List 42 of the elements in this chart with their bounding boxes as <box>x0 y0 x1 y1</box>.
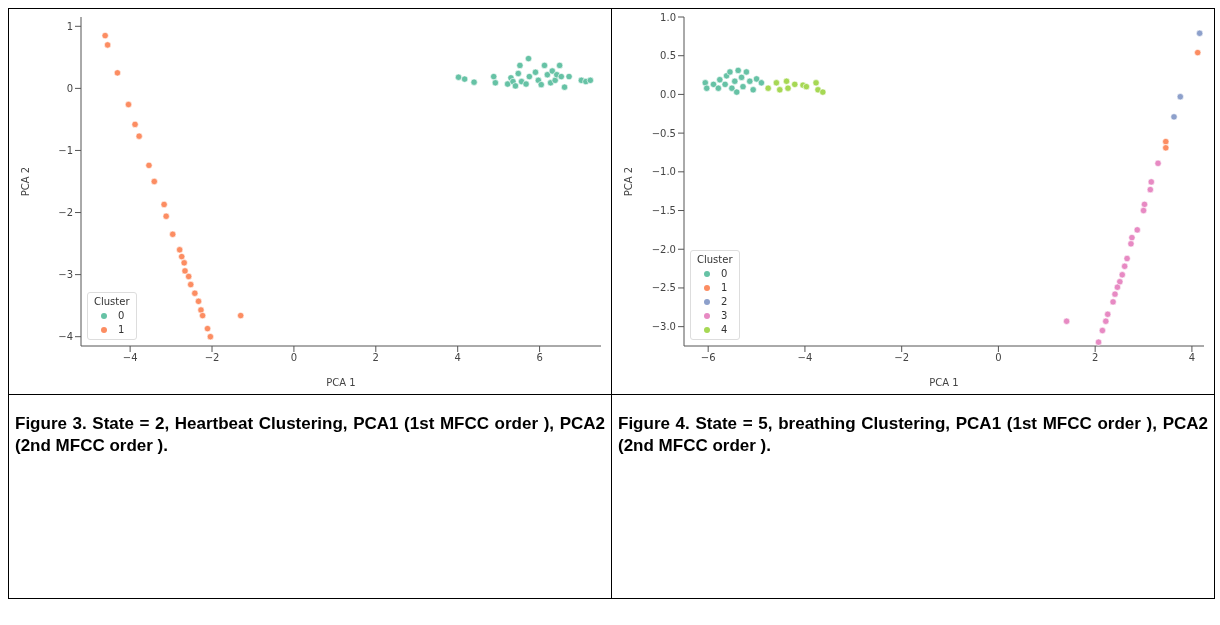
y-tick-label: 1 <box>66 20 73 32</box>
x-tick-label: 6 <box>536 352 543 364</box>
legend-label: 2 <box>721 295 728 309</box>
y-tick-label: −3.0 <box>651 321 676 333</box>
x-tick-label: −2 <box>894 352 910 364</box>
legend-title: Cluster <box>697 253 733 267</box>
x-tick-label: 4 <box>454 352 461 364</box>
y-tick-label: −3 <box>58 269 73 281</box>
y-axis-title: PCA 2 <box>19 166 31 197</box>
legend-label: 3 <box>721 309 728 323</box>
y-tick-label: −2 <box>58 207 73 219</box>
x-axis-title: PCA 1 <box>929 377 959 388</box>
legend-label: 0 <box>118 309 125 323</box>
legend-label: 4 <box>721 323 728 337</box>
y-tick-label: −0.5 <box>651 127 676 139</box>
caption: Figure 3. State = 2, Heartbeat Clustering, PCA1 (1st MFCC order ), PCA2 (2nd MFCC order ). <box>15 413 605 457</box>
legend-label: 1 <box>721 281 728 295</box>
y-tick-label: −4 <box>58 331 73 343</box>
y-tick-label: −2.5 <box>651 282 676 294</box>
y-tick-label: 0 <box>66 82 73 94</box>
x-tick-label: 4 <box>1188 352 1196 364</box>
x-tick-label: −2 <box>204 352 220 364</box>
x-tick-label: −6 <box>700 352 716 364</box>
y-tick-label: 0.5 <box>660 50 676 62</box>
y-tick-label: −2.0 <box>651 243 676 255</box>
y-axis-title: PCA 2 <box>622 166 634 197</box>
legend-label: 0 <box>721 267 728 281</box>
x-tick-label: −4 <box>797 352 813 364</box>
x-tick-label: 0 <box>995 352 1002 364</box>
legend-title: Cluster <box>94 295 130 309</box>
x-tick-label: 2 <box>372 352 379 364</box>
y-tick-label: 0.0 <box>660 88 676 100</box>
x-tick-label: −4 <box>122 352 138 364</box>
x-tick-label: 0 <box>290 352 298 364</box>
x-tick-label: 2 <box>1091 352 1099 364</box>
y-tick-label: 1.0 <box>660 11 676 23</box>
y-tick-label: −1 <box>58 145 73 157</box>
y-tick-label: −1.5 <box>651 205 676 217</box>
legend-label: 1 <box>118 323 125 337</box>
caption: Figure 4. State = 5, breathing Clustering, PCA1 (1st MFCC order ), PCA2 (2nd MFCC order ). <box>618 413 1208 457</box>
y-tick-label: −1.0 <box>651 166 676 178</box>
x-axis-title: PCA 1 <box>326 377 356 388</box>
